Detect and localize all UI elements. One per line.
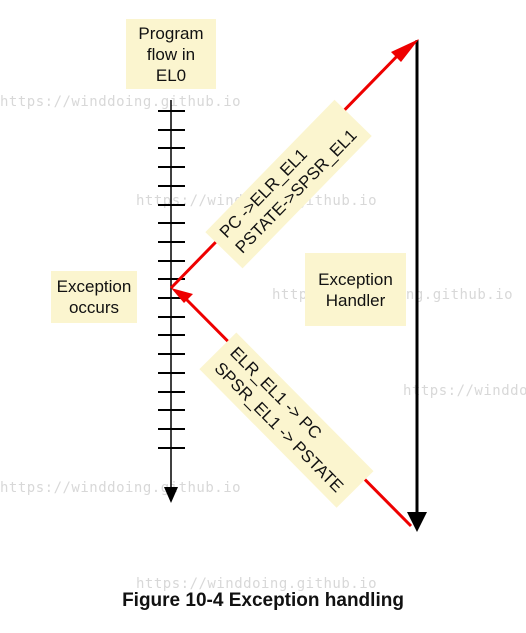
watermark-1: https://winddoing.github.io [0,94,242,110]
watermark-6: https://winddoing.github.io [136,576,378,592]
program-flow-label: Program flow in EL0 [126,19,216,89]
exception-handler-line-1: Exception [318,269,393,289]
watermark-5: https://winddoing.github.io [0,480,242,496]
program-flow-line-1: Program [138,23,204,43]
program-flow-line-3: EL0 [155,65,187,85]
exception-occurs-line-1: Exception [56,277,132,296]
exception-handler-line-2: Handler [325,290,386,310]
figure-caption: Figure 10-4 Exception handling [122,590,404,611]
exception-occurs-line-2: occurs [68,298,120,317]
program-flow-line-2: flow in [146,44,196,64]
handler-arrowhead [407,512,427,532]
exception-occurs-label: Exception occurs [51,271,137,323]
exception-handler-label: Exception Handler [305,253,406,326]
timeline-arrowhead [164,487,178,503]
watermark-4: https://winddoing.github.io [403,383,526,399]
exception-return-arrowhead [171,288,193,303]
exception-entry-arrowhead [391,39,419,62]
